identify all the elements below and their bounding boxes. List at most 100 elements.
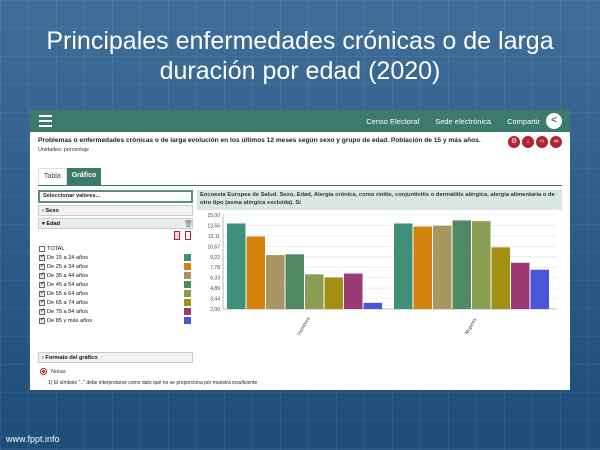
age-item[interactable]: De 65 a 74 años [38,298,193,307]
page-title: Problemas o enfermedades crónicas o de l… [38,137,481,144]
age-label: De 45 a 54 años [47,281,89,288]
y-tick-label: 7,78 [210,265,220,271]
bar [266,255,285,309]
y-tick-label: 10,67 [207,244,220,250]
y-tick-label: 15,00 [207,213,220,219]
bar [324,277,343,309]
age-color-swatch[interactable] [184,308,191,315]
page-header: Problemas o enfermedades crónicas o de l… [30,132,570,170]
x-tick-label: Hombres [296,316,312,337]
age-color-swatch[interactable] [184,272,191,279]
bar [452,220,471,309]
nav-sede-electronica[interactable]: Sede electrónica [435,117,492,126]
embed-icon[interactable]: ‹› [536,136,548,148]
sexo-section[interactable]: › Sexo [38,205,193,216]
slide-title-line1: Principales enfermedades crónicas o de l… [46,27,554,55]
age-checkbox[interactable] [39,289,45,297]
trash-icon[interactable]: 🗑 [184,221,193,228]
formato-label: Formato del gráfico [45,355,98,361]
y-tick-label: 12,11 [208,234,220,240]
age-item[interactable]: De 15 a 24 años [38,253,193,262]
action-icons: ⚙ ↓ ‹› ∞ [508,136,562,148]
age-checkbox[interactable] [39,271,45,279]
age-color-swatch[interactable] [184,290,191,297]
gear-icon[interactable]: ⚙ [508,136,520,148]
notas-label: Notas [51,368,66,375]
age-item[interactable]: De 75 a 84 años [38,307,193,316]
age-label: De 25 a 34 años [47,263,89,270]
bar [363,302,382,309]
select-values-header[interactable]: Seleccionar valores... [38,190,193,203]
nav-compartir[interactable]: Compartir [507,117,540,126]
slide-title: Principales enfermedades crónicas o de l… [0,26,600,86]
bar [246,236,265,309]
bar [305,274,324,309]
age-color-swatch[interactable] [184,281,191,288]
age-item[interactable]: De 25 a 34 años [38,262,193,271]
view-tabs: Tabla Gráfico [38,168,102,185]
age-item[interactable]: De 85 y más años [38,316,193,325]
slide-title-line2: duración por edad (2020) [159,57,441,85]
deselect-all-icon[interactable] [185,231,191,240]
tab-divider [38,185,562,186]
age-color-swatch[interactable] [184,299,191,306]
share-icon[interactable]: < [546,113,562,129]
age-item[interactable]: De 45 a 54 años [38,280,193,289]
age-label: De 35 a 44 años [47,272,89,279]
age-item[interactable]: De 55 a 64 años [38,289,193,298]
bar [511,262,530,309]
age-checkbox[interactable] [39,245,45,252]
y-tick-label: 9,22 [210,255,220,261]
age-label: TOTAL [47,245,65,252]
y-tick-label: 13,56 [207,223,220,229]
notes-icon [40,368,47,375]
y-tick-label: 3,44 [210,297,220,303]
tab-tabla[interactable]: Tabla [38,168,67,185]
age-checkbox[interactable] [39,298,45,306]
age-color-swatch[interactable] [184,263,191,270]
x-tick-label: Mujeres [464,317,478,336]
age-item[interactable]: TOTAL [38,244,193,253]
bar [433,225,452,309]
y-tick-label: 6,33 [210,276,220,282]
age-color-swatch[interactable] [184,317,191,324]
top-nav: Censo Electoral Sede electrónica Compart… [366,117,540,126]
menu-icon[interactable] [39,115,52,127]
age-checkbox[interactable] [39,316,45,324]
y-tick-label: 2,00 [210,307,220,313]
notas-toggle[interactable]: Notas [40,368,66,375]
chart-area: Encuesta Europea de Salud. Sexo, Edad, A… [197,190,562,365]
top-bar: Censo Electoral Sede electrónica Compart… [30,110,570,132]
age-checkbox[interactable] [39,253,45,261]
bar-chart: 15,00 13,56 12,11 10,67 9,22 7,78 6,33 4,89 3,44… [207,213,557,337]
download-icon[interactable]: ↓ [522,136,534,148]
bar [413,226,432,309]
age-list: TOTAL De 15 a 24 años De 25 a 34 años De 35… [38,244,193,325]
edad-section[interactable]: ▾ Edad [38,218,193,229]
bar [344,273,363,309]
age-label: De 85 y más años [47,317,93,324]
select-all-icon[interactable] [174,231,180,240]
sexo-label: Sexo [45,208,59,214]
age-item[interactable]: De 35 a 44 años [38,271,193,280]
age-checkbox[interactable] [39,280,45,288]
note-text: 1) El símbolo ".." debe interpretarse co… [48,380,258,386]
footer-url: www.fppt.info [6,434,60,444]
edad-tools: 🗑 [38,221,193,242]
y-tick-label: 4,89 [210,286,220,292]
link-icon[interactable]: ∞ [550,136,562,148]
bar [472,221,491,309]
age-checkbox[interactable] [39,307,45,315]
app-window: Censo Electoral Sede electrónica Compart… [30,110,570,390]
bar [530,269,549,309]
bar [491,247,510,309]
age-label: De 15 a 24 años [47,254,89,261]
chart-title: Encuesta Europea de Salud. Sexo, Edad, A… [197,190,562,210]
formato-section[interactable]: › Formato del gráfico [38,352,193,363]
tab-grafico[interactable]: Gráfico [66,168,102,185]
age-color-swatch[interactable] [184,254,191,261]
bar [394,223,413,309]
age-label: De 55 a 64 años [47,290,89,297]
age-checkbox[interactable] [39,262,45,270]
nav-censo-electoral[interactable]: Censo Electoral [366,117,420,126]
